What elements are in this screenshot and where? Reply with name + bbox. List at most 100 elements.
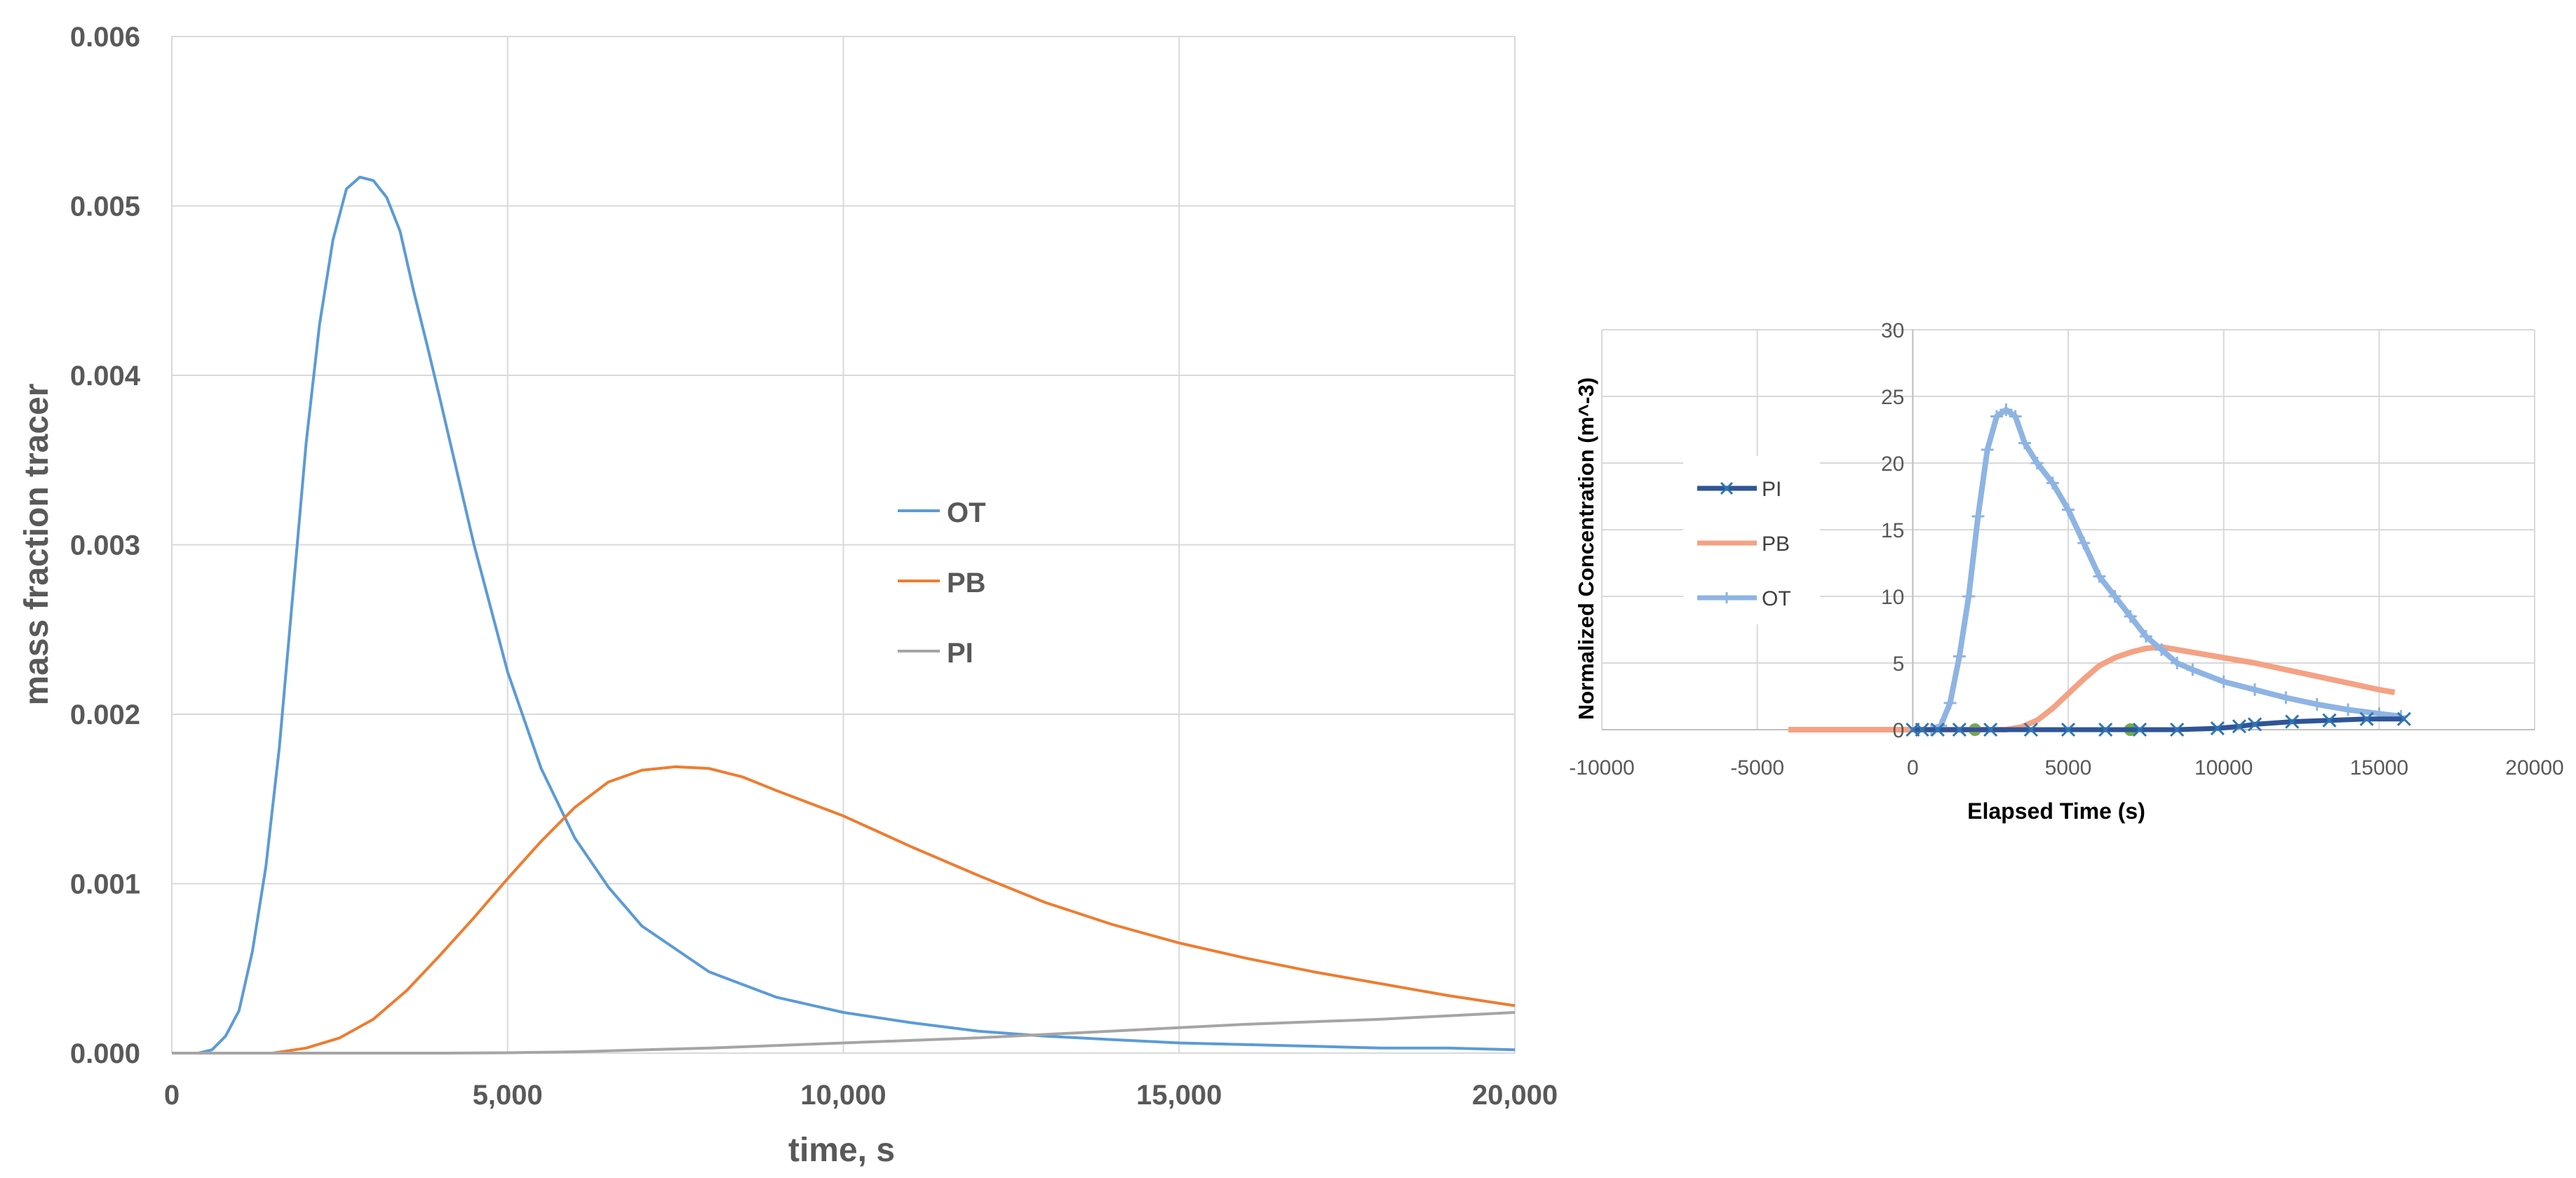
c2-y-tick-label: 15 <box>1881 519 1904 542</box>
c2-series-pi-marker <box>2210 721 2225 736</box>
c1-series-pb-line <box>172 765 1516 1055</box>
c2-series-ot-marker <box>2342 703 2354 716</box>
c2-x-tick-label: 10000 <box>2194 756 2253 779</box>
c2-y-tick-label: 0 <box>1893 719 1905 742</box>
c2-y-tick-label: 5 <box>1893 652 1905 676</box>
c2-x-tick-label: 0 <box>1907 756 1919 779</box>
c2-legend: PI PB OT <box>1683 456 1820 624</box>
c2-series-lines <box>1788 403 2411 737</box>
c1-x-tick-label: 20,000 <box>1472 1080 1558 1111</box>
c2-legend-label-pi: PI <box>1762 478 1781 501</box>
marker-stroke <box>2396 711 2411 726</box>
marker-stroke <box>1983 722 1998 737</box>
c1-y-tick-label: 0.001 <box>70 869 140 900</box>
c2-series-pi-marker <box>1952 722 1967 737</box>
c2-series-ot-marker <box>1981 443 1994 456</box>
c1-y-tick-label: 0.005 <box>70 192 140 222</box>
chart-normalized-concentration: 0 5 10 15 20 25 30 -10000 -5000 0 5000 10000 15000 20… <box>1569 319 2563 824</box>
c2-x-tick-label: -5000 <box>1730 756 1784 779</box>
c2-legend-label-ot: OT <box>1762 587 1791 610</box>
c2-x-tick-label: 5000 <box>2045 756 2092 779</box>
marker-stroke <box>2170 722 2185 737</box>
c2-y-tick-label: 25 <box>1881 386 1904 409</box>
c2-y-tick-label: 20 <box>1881 453 1904 476</box>
marker-stroke <box>1915 722 1929 737</box>
c2-series-ot-marker <box>2217 675 2230 688</box>
c2-series-pb-line <box>1788 644 2396 732</box>
c1-x-axis-title: time, s <box>788 1132 895 1169</box>
c1-y-tick-label: 0.004 <box>70 361 141 391</box>
marker-stroke <box>2247 717 2263 732</box>
c2-series-ot-marker <box>2000 403 2013 416</box>
marker-stroke <box>1930 722 1945 737</box>
c2-series-ot-marker <box>1990 410 2004 423</box>
marker-stroke <box>2210 721 2225 736</box>
c2-series-pi-marker <box>1915 722 1929 737</box>
c2-series-ot-marker <box>2077 537 2091 549</box>
c1-x-tick-label: 15,000 <box>1136 1080 1222 1111</box>
c2-series-ot-marker <box>2310 697 2324 711</box>
c2-series-ot-marker <box>2171 657 2184 669</box>
c1-series-lines <box>172 175 1516 1055</box>
c2-series-pi-marker <box>2247 717 2263 732</box>
c1-x-tick-label: 10,000 <box>800 1080 886 1111</box>
c2-series-pi-marker <box>1930 722 1945 737</box>
c1-y-axis-title: mass fraction tracer <box>18 384 55 706</box>
c2-series-ot-marker <box>2046 476 2059 490</box>
c2-series-pi-marker <box>2232 719 2246 734</box>
c1-y-tick-label: 0.002 <box>70 700 140 730</box>
c1-legend-label-ot: OT <box>947 497 986 528</box>
c2-x-axis-title: Elapsed Time (s) <box>1967 798 2145 824</box>
c2-series-ot-marker <box>2279 691 2293 704</box>
c2-legend-marker <box>1720 481 1734 495</box>
c2-series-pi-marker <box>1983 722 1998 737</box>
c2-series-ot-marker <box>2062 503 2075 516</box>
c2-series-ot-marker <box>1943 697 1957 709</box>
c2-y-tick-label: 10 <box>1881 586 1904 609</box>
marker-stroke <box>2061 722 2076 737</box>
marker-stroke <box>2359 711 2374 726</box>
c2-series-ot-marker <box>2186 663 2199 676</box>
c1-legend-label-pi: PI <box>947 638 973 669</box>
c1-x-tick-label: 5,000 <box>473 1080 543 1111</box>
c2-series-ot-marker <box>2248 683 2261 696</box>
c2-series-pi-marker <box>2322 713 2337 728</box>
c2-series-ot-marker <box>2009 410 2022 423</box>
c1-gridlines <box>171 36 1516 1054</box>
c2-series-ot-marker <box>2018 436 2031 450</box>
c1-y-tick-label: 0.006 <box>70 22 140 53</box>
c1-series-pi-line <box>172 1011 1516 1055</box>
marker-stroke <box>2285 714 2300 729</box>
c2-series-pi-marker <box>2359 711 2374 726</box>
c2-series-ot-marker <box>2108 590 2122 603</box>
c2-series-pi-marker <box>2170 722 2185 737</box>
c2-series-ot-marker <box>2093 570 2106 583</box>
c2-series-pi-marker <box>2023 722 2038 737</box>
chart-mass-fraction: 0.000 0.001 0.002 0.003 0.004 0.005 0.006 0 5,00… <box>18 22 1558 1169</box>
c2-series-pi-marker <box>2061 722 2076 737</box>
c2-series-ot-marker <box>1953 650 1966 663</box>
c1-y-tick-label: 0.000 <box>70 1038 140 1069</box>
c1-y-tick-label: 0.003 <box>70 530 140 561</box>
c2-series-ot-marker <box>2124 610 2137 623</box>
c2-series-pi-marker <box>2396 711 2411 726</box>
c2-y-axis-title: Normalized Concentration (m^-3) <box>1574 377 1598 720</box>
c1-tick-labels: 0.000 0.001 0.002 0.003 0.004 0.005 0.006 0 5,00… <box>70 22 1558 1111</box>
c1-legend-label-pb: PB <box>947 568 986 598</box>
c2-series-ot-marker <box>2155 643 2168 656</box>
c2-y-tick-label: 30 <box>1881 319 1904 342</box>
c2-series-ot-marker <box>1962 590 1976 603</box>
c1-legend: OT PB PI <box>898 497 986 669</box>
c2-series-pi-marker <box>2098 722 2113 737</box>
c2-series-pi-marker <box>2132 722 2147 737</box>
marker-stroke <box>2098 722 2113 737</box>
c2-x-tick-label: -10000 <box>1569 756 1634 779</box>
c1-series-ot-line <box>172 175 1516 1055</box>
c2-x-tick-label: 15000 <box>2350 756 2408 779</box>
c2-series-pi-marker <box>2285 714 2300 729</box>
c2-series-ot-marker <box>1971 510 1985 523</box>
c2-x-tick-label: 20000 <box>2505 756 2563 779</box>
c2-series-ot-marker <box>2030 457 2044 469</box>
c1-x-tick-label: 0 <box>164 1080 180 1111</box>
